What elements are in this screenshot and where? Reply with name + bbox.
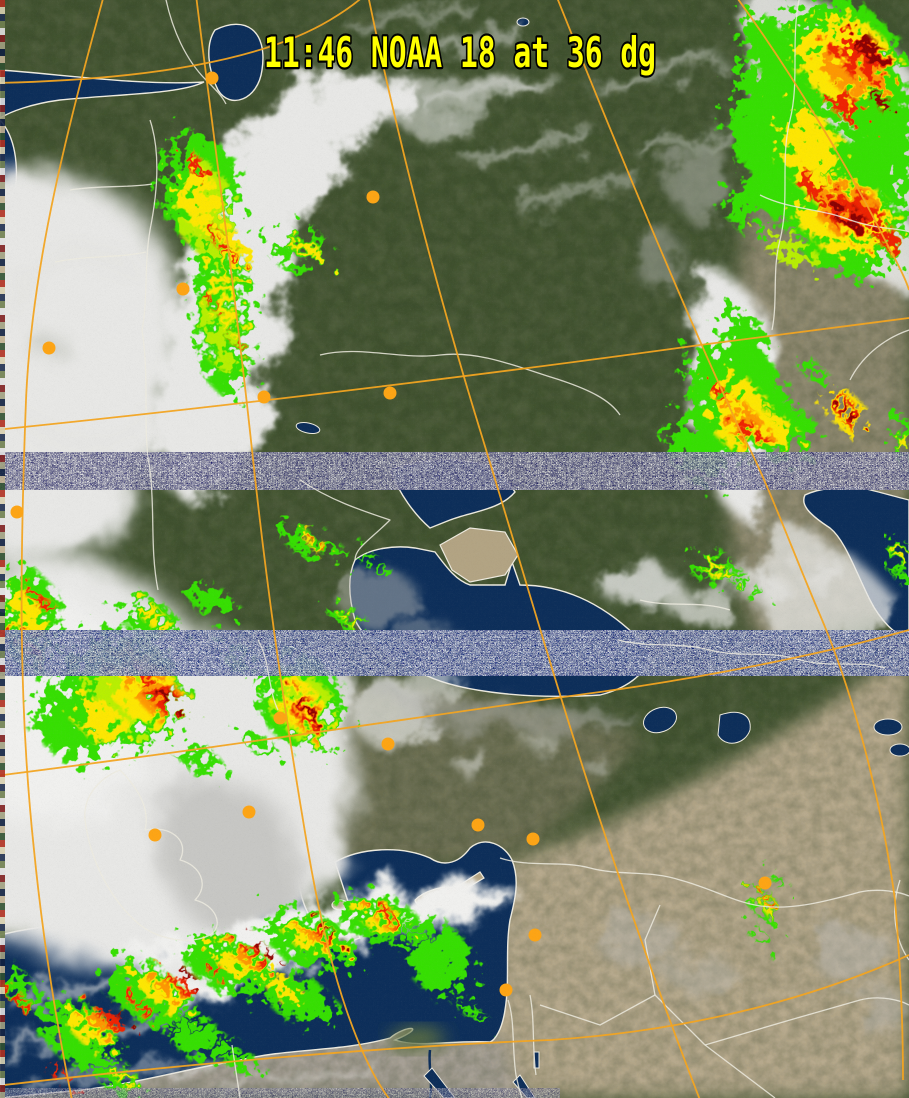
image-title: 11:46 NOAA 18 at 36 dg xyxy=(264,28,656,77)
apt-sync-bar xyxy=(0,0,5,1098)
